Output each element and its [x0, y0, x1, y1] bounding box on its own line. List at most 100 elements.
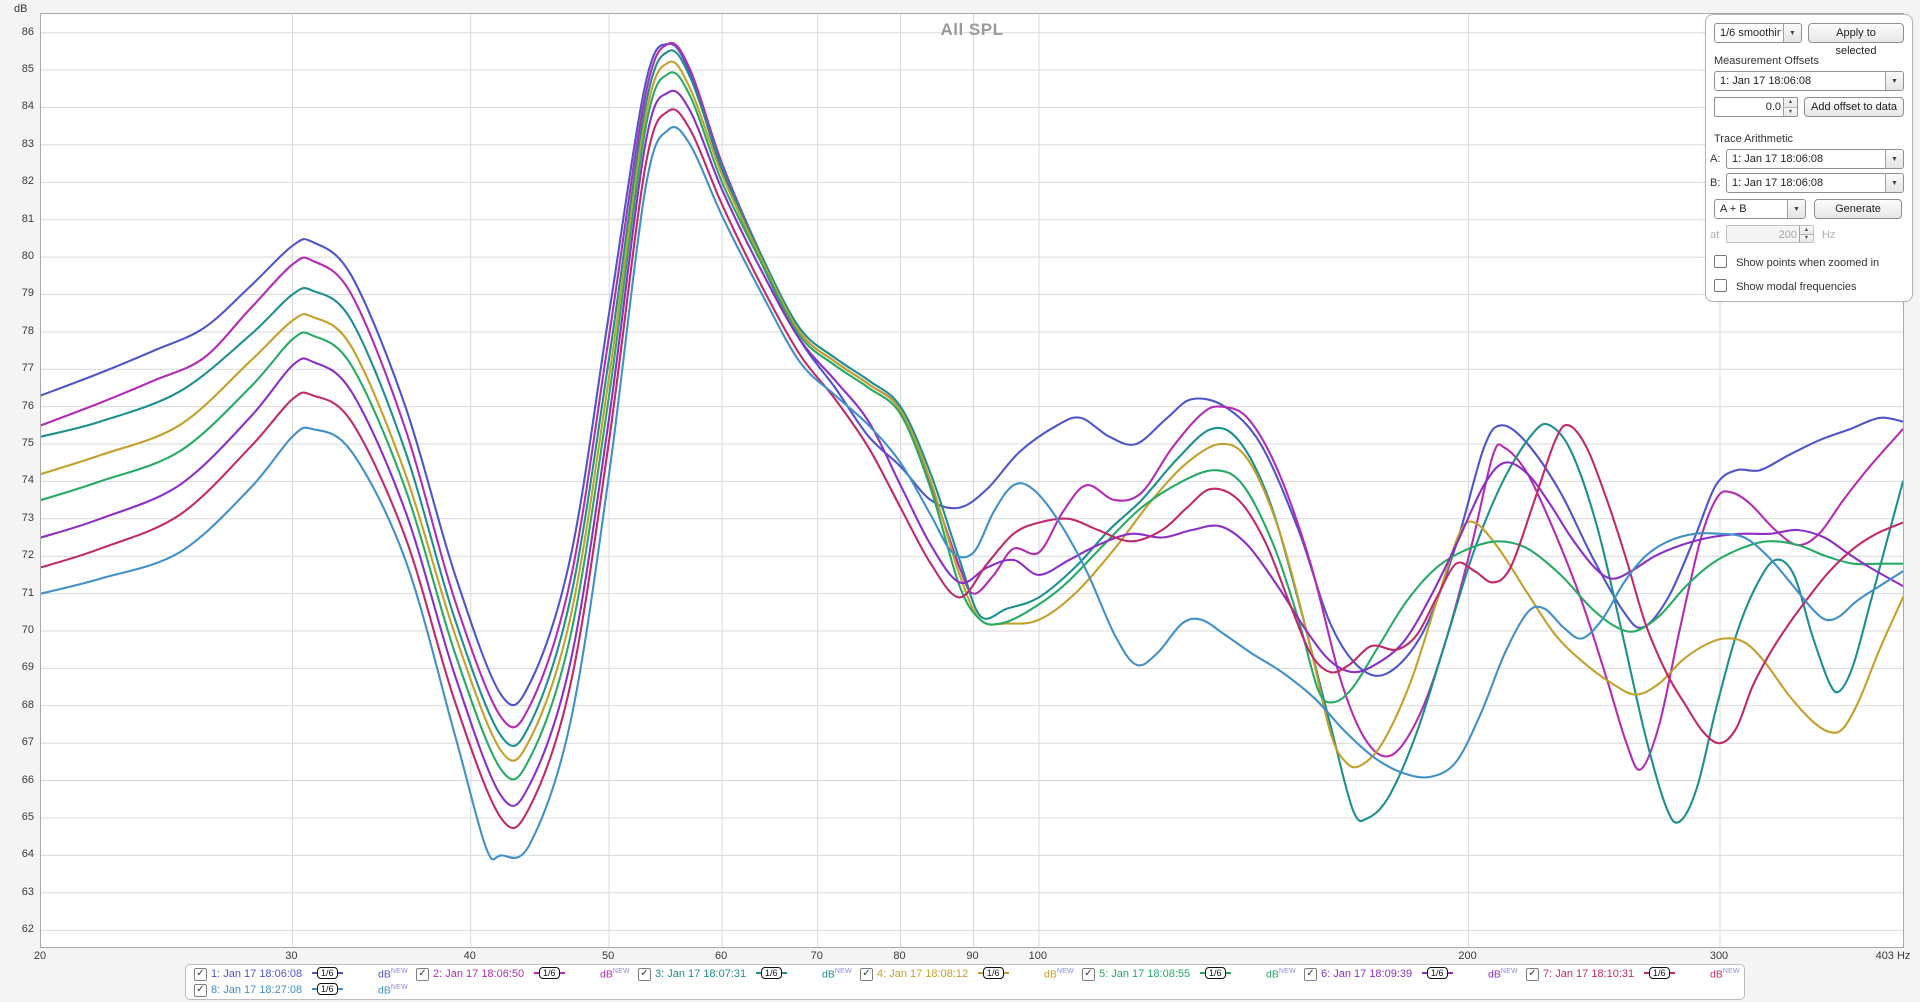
trace-b-select[interactable]: 1: Jan 17 18:06:08 ▼: [1726, 173, 1904, 193]
legend-entry[interactable]: ✓ 2: Jan 17 18:06:50 1/6 dBNEW: [416, 967, 638, 982]
legend-entry[interactable]: ✓ 8: Jan 17 18:27:08 1/6 dBNEW: [194, 983, 416, 998]
legend-entry[interactable]: ✓ 4: Jan 17 18:08:12 1/6 dBNEW: [860, 967, 1082, 982]
badge-stub: [1644, 972, 1649, 974]
x-tick-label: 200: [1458, 950, 1477, 962]
badge-stub: [1447, 972, 1453, 974]
smoothing-badge[interactable]: 1/6: [978, 967, 1009, 979]
legend-checkbox[interactable]: ✓: [638, 968, 651, 981]
at-frequency-value: 200: [1778, 229, 1797, 241]
chart-title: All SPL: [940, 20, 1004, 39]
offset-trace-select-value: 1: Jan 17 18:06:08: [1720, 75, 1812, 87]
legend-checkbox[interactable]: ✓: [860, 968, 873, 981]
operation-select[interactable]: A + B ▼: [1714, 199, 1806, 219]
x-tick-label: 60: [715, 950, 728, 962]
legend-checkbox[interactable]: ✓: [1526, 968, 1539, 981]
check-icon: ✓: [640, 968, 649, 979]
gridlines: [41, 14, 1903, 947]
smoothing-badge[interactable]: 1/6: [1200, 967, 1231, 979]
legend-entry-label: 8: Jan 17 18:27:08: [211, 984, 303, 996]
smoothing-badge[interactable]: 1/6: [1644, 967, 1675, 979]
x-tick-label: 40: [463, 950, 476, 962]
legend-entry-label: 1: Jan 17 18:06:08: [211, 968, 303, 980]
smoothing-badge[interactable]: 1/6: [312, 967, 343, 979]
spl-trace: [41, 60, 1903, 769]
offset-value: 0.0: [1765, 101, 1781, 113]
y-tick-label: 68: [21, 698, 34, 711]
smoothing-badge-value: 1/6: [317, 983, 338, 995]
y-tick-label: 83: [21, 137, 34, 150]
legend-entry-label: 4: Jan 17 18:08:12: [877, 968, 969, 980]
y-tick-label: 70: [21, 624, 34, 636]
y-tick-label: 66: [21, 773, 34, 786]
at-label: at: [1710, 229, 1720, 241]
x-tick-label: 30: [285, 950, 298, 962]
chevron-down-icon: ▼: [1787, 200, 1805, 218]
spl-trace: [41, 42, 1903, 707]
y-tick-label: 85: [21, 63, 34, 76]
x-tick-label: 403 Hz: [1875, 950, 1911, 962]
check-icon: ✓: [862, 968, 871, 979]
legend-unit-label: dBNEW: [378, 984, 408, 997]
legend-checkbox[interactable]: ✓: [1304, 968, 1317, 981]
spinner-arrows-icon: ▲ ▼: [1799, 226, 1813, 242]
legend-entry[interactable]: ✓ 3: Jan 17 18:07:31 1/6 dBNEW: [638, 967, 860, 982]
smoothing-badge[interactable]: 1/6: [534, 967, 565, 979]
badge-stub: [534, 972, 539, 974]
y-tick-label: 82: [21, 175, 34, 188]
spl-traces: [41, 41, 1903, 861]
spl-trace: [41, 49, 1903, 824]
unit-new-superscript: NEW: [612, 968, 630, 975]
legend-checkbox[interactable]: ✓: [1082, 968, 1095, 981]
unit-new-superscript: NEW: [1722, 968, 1740, 975]
legend-checkbox[interactable]: ✓: [194, 968, 207, 981]
plot-area[interactable]: All SPL: [40, 13, 1904, 948]
legend-entry-label: 6: Jan 17 18:09:39: [1321, 968, 1413, 980]
generate-button[interactable]: Generate: [1814, 199, 1902, 219]
y-tick-label: 63: [21, 885, 34, 898]
legend-unit-label: dBNEW: [1710, 968, 1740, 981]
badge-stub: [337, 988, 343, 990]
spl-trace: [41, 89, 1903, 807]
apply-to-selected-button[interactable]: Apply to selected: [1808, 23, 1904, 57]
controls-panel: 1/6 smoothing ▼ Apply to selected Measur…: [1705, 14, 1913, 302]
check-icon: ✓: [1528, 968, 1537, 979]
y-tick-label: 71: [21, 586, 34, 599]
legend-entry[interactable]: ✓ 5: Jan 17 18:08:55 1/6 dBNEW: [1082, 967, 1304, 982]
spinner-arrows-icon[interactable]: ▲ ▼: [1783, 98, 1797, 116]
legend-entry[interactable]: ✓ 6: Jan 17 18:09:39 1/6 dBNEW: [1304, 967, 1526, 982]
smoothing-badge-value: 1/6: [761, 967, 782, 979]
badge-stub: [978, 972, 983, 974]
y-tick-label: 72: [21, 549, 34, 562]
legend-checkbox[interactable]: ✓: [416, 968, 429, 981]
y-tick-label: 75: [21, 437, 34, 450]
spl-chart: [41, 14, 1903, 947]
smoothing-badge[interactable]: 1/6: [1422, 967, 1453, 979]
smoothing-select[interactable]: 1/6 smoothing ▼: [1714, 23, 1802, 43]
y-tick-label: 76: [21, 399, 34, 412]
y-tick-label: 62: [21, 923, 34, 936]
legend-unit-label: dBNEW: [1044, 968, 1074, 981]
smoothing-badge[interactable]: 1/6: [756, 967, 787, 979]
legend-unit-label: dBNEW: [600, 968, 630, 981]
smoothing-badge[interactable]: 1/6: [312, 983, 343, 995]
legend-box: ✓ 1: Jan 17 18:06:08 1/6 dBNEW ✓ 2: Jan 17 18…: [185, 964, 1745, 1000]
add-offset-button[interactable]: Add offset to data: [1804, 97, 1904, 117]
offset-trace-select[interactable]: 1: Jan 17 18:06:08 ▼: [1714, 71, 1904, 91]
legend-row-2: ✓ 8: Jan 17 18:27:08 1/6 dBNEW: [194, 983, 1740, 998]
operation-select-value: A + B: [1720, 203, 1747, 215]
smoothing-select-value: 1/6 smoothing: [1720, 27, 1781, 39]
show-modal-checkbox[interactable]: [1714, 279, 1727, 292]
at-frequency-spinner: 200 ▲ ▼: [1726, 225, 1814, 243]
chevron-down-icon: ▼: [1885, 174, 1903, 192]
legend-checkbox[interactable]: ✓: [194, 984, 207, 997]
show-points-checkbox[interactable]: [1714, 255, 1727, 268]
legend-entry[interactable]: ✓ 7: Jan 17 18:10:31 1/6 dBNEW: [1526, 967, 1748, 982]
trace-a-select[interactable]: 1: Jan 17 18:06:08 ▼: [1726, 149, 1904, 169]
legend-entry-label: 3: Jan 17 18:07:31: [655, 968, 747, 980]
legend-entry-label: 5: Jan 17 18:08:55: [1099, 968, 1191, 980]
legend-entry[interactable]: ✓ 1: Jan 17 18:06:08 1/6 dBNEW: [194, 967, 416, 982]
y-tick-label: 80: [21, 250, 34, 263]
offset-value-spinner[interactable]: 0.0 ▲ ▼: [1714, 97, 1798, 117]
badge-stub: [1003, 972, 1009, 974]
